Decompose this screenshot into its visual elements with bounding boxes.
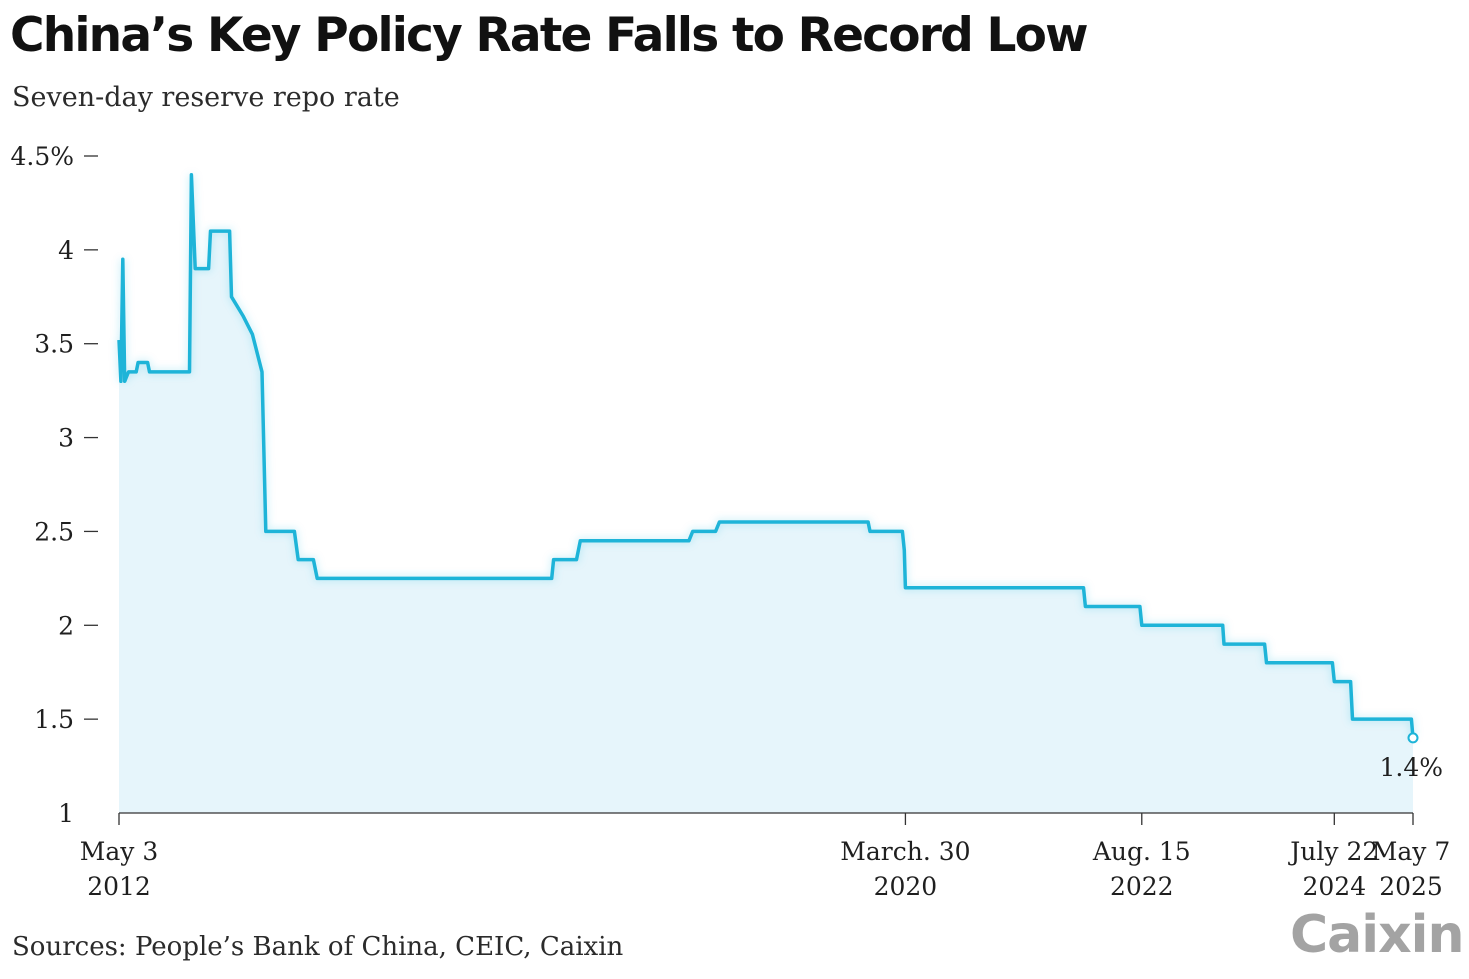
source-note: Sources: People’s Bank of China, CEIC, C…: [12, 932, 624, 962]
x-tick-year: 2012: [87, 872, 151, 901]
end-value-label: 1.4%: [1379, 753, 1443, 782]
x-tick-label: July 22: [1287, 837, 1378, 866]
x-tick-year: 2025: [1379, 872, 1443, 901]
y-tick-label: 3: [58, 424, 74, 453]
annotation-layer: 1.4%: [1379, 732, 1443, 782]
y-tick-label: 1: [58, 799, 74, 828]
y-tick-label: 4.5%: [10, 142, 74, 171]
y-tick-label: 3.5: [34, 330, 74, 359]
area-layer: [119, 174, 1413, 814]
x-tick-label: March. 30: [840, 837, 970, 866]
x-tick-year: 2024: [1302, 872, 1366, 901]
y-tick-label: 4: [58, 236, 74, 265]
chart-subtitle: Seven-day reserve repo rate: [12, 82, 400, 113]
y-tick-label: 2.5: [34, 517, 74, 546]
x-tick-label: Aug. 15: [1092, 837, 1191, 866]
chart-title: China’s Key Policy Rate Falls to Record …: [10, 8, 1089, 63]
end-point-marker: [1407, 732, 1419, 744]
x-tick-label: May 7: [1372, 837, 1450, 866]
y-tick-label: 2: [58, 611, 74, 640]
x-tick-label: May 3: [80, 837, 158, 866]
line-layer: [117, 173, 1415, 739]
x-tick-year: 2022: [1110, 872, 1174, 901]
x-tick-year: 2020: [874, 872, 938, 901]
y-tick-label: 1.5: [34, 705, 74, 734]
area-fill: [119, 174, 1413, 814]
series-line: [117, 173, 1415, 739]
caixin-logo: Caixin: [1290, 905, 1464, 965]
